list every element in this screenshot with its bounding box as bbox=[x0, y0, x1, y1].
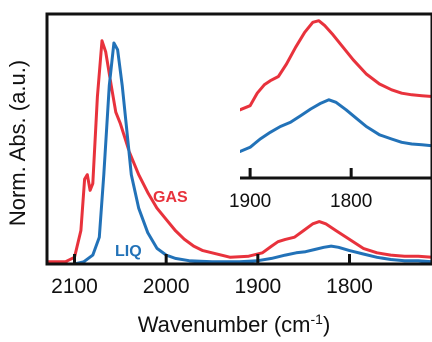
x-axis-title-main: Wavenumber (cm bbox=[138, 312, 311, 337]
plot-frame bbox=[45, 12, 432, 266]
inset-series-group bbox=[240, 19, 432, 153]
inset-series-line-gas bbox=[240, 19, 432, 112]
x-axis-title-sup: -1 bbox=[311, 311, 324, 327]
series-label-liq: LIQ bbox=[115, 243, 142, 260]
x-tick-label-1900: 1900 bbox=[234, 275, 281, 298]
main-tick-group: 2100 2000 1900 1800 bbox=[51, 254, 373, 298]
series-label-gas: GAS bbox=[153, 189, 188, 206]
series-line-gas bbox=[47, 39, 432, 264]
inset-background bbox=[240, 14, 432, 178]
inset-tick-group: 1900 1800 bbox=[229, 168, 372, 212]
series-line-liq bbox=[47, 41, 432, 264]
main-series-group bbox=[47, 39, 432, 264]
inset-tick-label-1800: 1800 bbox=[330, 191, 372, 212]
annotation-group: GAS LIQ bbox=[115, 189, 188, 260]
x-tick-label-1800: 1800 bbox=[326, 275, 373, 298]
x-tick-label-2100: 2100 bbox=[51, 275, 98, 298]
x-tick-label-2000: 2000 bbox=[143, 275, 190, 298]
x-axis-title: Wavenumber (cm-1) bbox=[138, 311, 331, 337]
inset-tick-label-1900: 1900 bbox=[229, 191, 271, 212]
inset-plot: 1900 1800 bbox=[229, 14, 432, 212]
y-axis-title: Norm. Abs. (a.u.) bbox=[5, 60, 30, 226]
inset-series-line-liq bbox=[240, 98, 432, 153]
x-axis-title-close: ) bbox=[323, 312, 330, 337]
